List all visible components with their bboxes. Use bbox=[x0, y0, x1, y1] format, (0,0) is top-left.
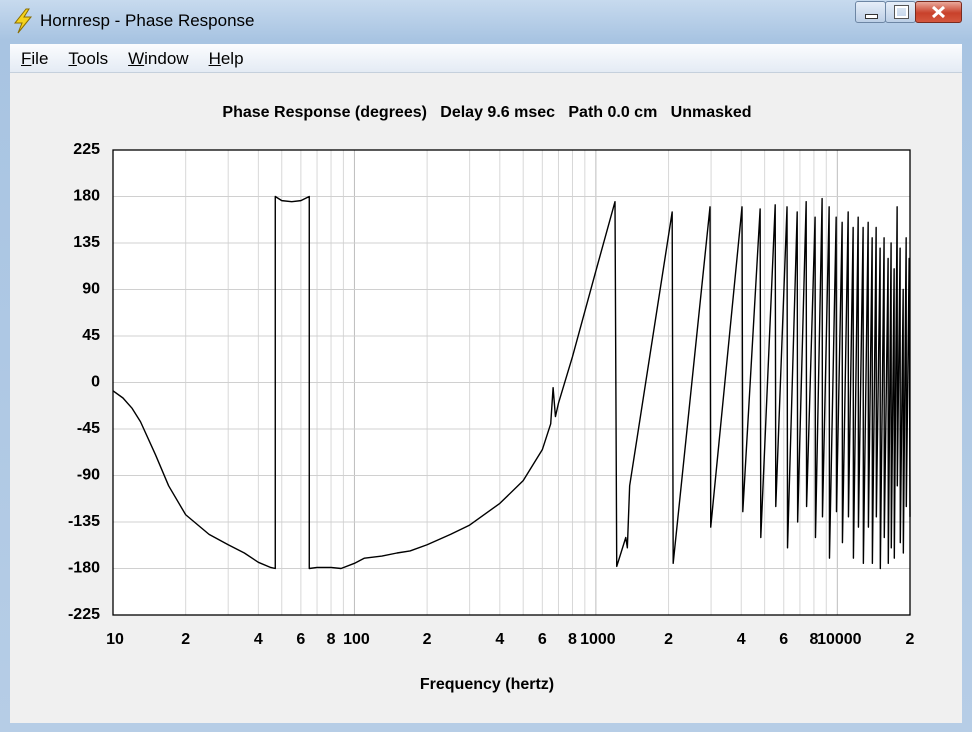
x-tick-label: 2 bbox=[664, 631, 673, 648]
x-tick-label: 8 bbox=[809, 631, 818, 648]
x-tick-label: 4 bbox=[737, 631, 746, 648]
x-tick-label: 6 bbox=[296, 631, 305, 648]
x-tick-label: 8 bbox=[327, 631, 336, 648]
app-icon bbox=[13, 8, 33, 34]
y-tick-label: 135 bbox=[73, 234, 100, 251]
y-tick-label: -225 bbox=[68, 606, 100, 623]
x-axis-label: Frequency (hertz) bbox=[420, 676, 554, 693]
x-tick-label: 6 bbox=[779, 631, 788, 648]
menu-item[interactable]: Help bbox=[208, 49, 244, 68]
y-tick-label: 45 bbox=[82, 327, 100, 344]
close-button[interactable] bbox=[915, 1, 962, 23]
x-tick-label: 2 bbox=[906, 631, 915, 648]
y-tick-label: 180 bbox=[73, 188, 100, 205]
phase-line bbox=[112, 195, 911, 570]
x-tick-label: 2 bbox=[423, 631, 432, 648]
y-tick-label: 0 bbox=[91, 374, 100, 391]
y-tick-label: 90 bbox=[82, 281, 100, 298]
y-tick-label: -135 bbox=[68, 513, 100, 530]
y-tick-label: -45 bbox=[77, 420, 100, 437]
menu-bar: File Tools Window Help bbox=[10, 44, 962, 73]
y-tick-label: 225 bbox=[73, 141, 100, 158]
x-tick-label: 100 bbox=[343, 631, 370, 648]
window-title: Hornresp - Phase Response bbox=[40, 11, 255, 30]
x-tick-label: 2 bbox=[181, 631, 190, 648]
chart-title: Phase Response (degrees) Delay 9.6 msec … bbox=[222, 104, 751, 121]
menu-item[interactable]: Tools bbox=[68, 49, 109, 68]
menu-item[interactable]: Window bbox=[128, 49, 189, 68]
y-tick-label: -90 bbox=[77, 467, 100, 484]
minimize-button[interactable] bbox=[855, 1, 886, 23]
window-controls bbox=[855, 1, 962, 23]
x-tick-label: 10 bbox=[106, 631, 124, 648]
y-tick-label: -180 bbox=[68, 560, 100, 577]
x-tick-label: 4 bbox=[254, 631, 263, 648]
menu-item[interactable]: File bbox=[21, 49, 49, 68]
x-tick-label: 6 bbox=[538, 631, 547, 648]
x-tick-label: 8 bbox=[568, 631, 577, 648]
x-tick-label: 4 bbox=[495, 631, 504, 648]
x-tick-label: 1000 bbox=[580, 631, 616, 648]
x-tick-label: 10000 bbox=[817, 631, 862, 648]
